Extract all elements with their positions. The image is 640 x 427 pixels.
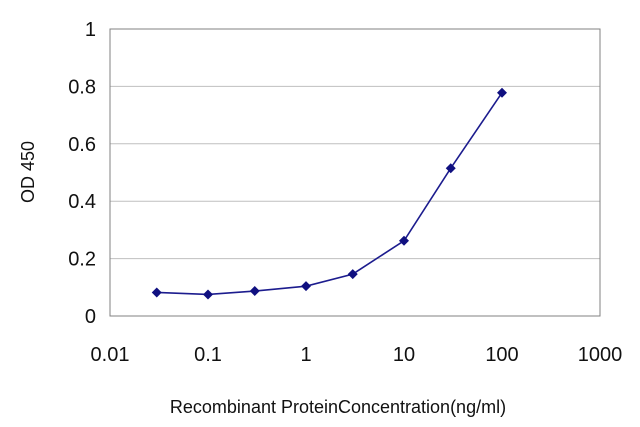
series-line: [156, 92, 503, 296]
x-tick-label: 1000: [578, 344, 623, 366]
x-tick-label: 100: [485, 344, 518, 366]
y-tick-label: 0.6: [68, 134, 96, 156]
y-tick-label: 0.2: [68, 249, 96, 271]
data-point-marker: [399, 235, 409, 246]
data-point-marker: [497, 87, 507, 98]
x-axis-title: Recombinant ProteinConcentration(ng/ml): [170, 397, 506, 417]
x-tick-label: 0.1: [194, 344, 222, 366]
data-point-marker: [301, 281, 311, 292]
x-tick-label: 0.01: [91, 344, 130, 366]
y-tick-label: 0.8: [68, 76, 96, 98]
y-tick-label: 0: [85, 306, 96, 328]
data-point-marker: [249, 286, 260, 297]
x-tick-label: 1: [300, 344, 311, 366]
data-point-marker: [151, 287, 162, 298]
y-axis-title: OD 450: [18, 141, 38, 203]
data-point-marker: [347, 269, 358, 280]
data-point-marker: [203, 289, 213, 300]
y-tick-label: 1: [85, 19, 96, 41]
plot-area-frame: [109, 28, 601, 317]
data-series: [151, 87, 507, 300]
x-tick-label: 10: [393, 344, 415, 366]
y-tick-label: 0.4: [68, 191, 96, 213]
data-point-marker: [445, 163, 456, 174]
